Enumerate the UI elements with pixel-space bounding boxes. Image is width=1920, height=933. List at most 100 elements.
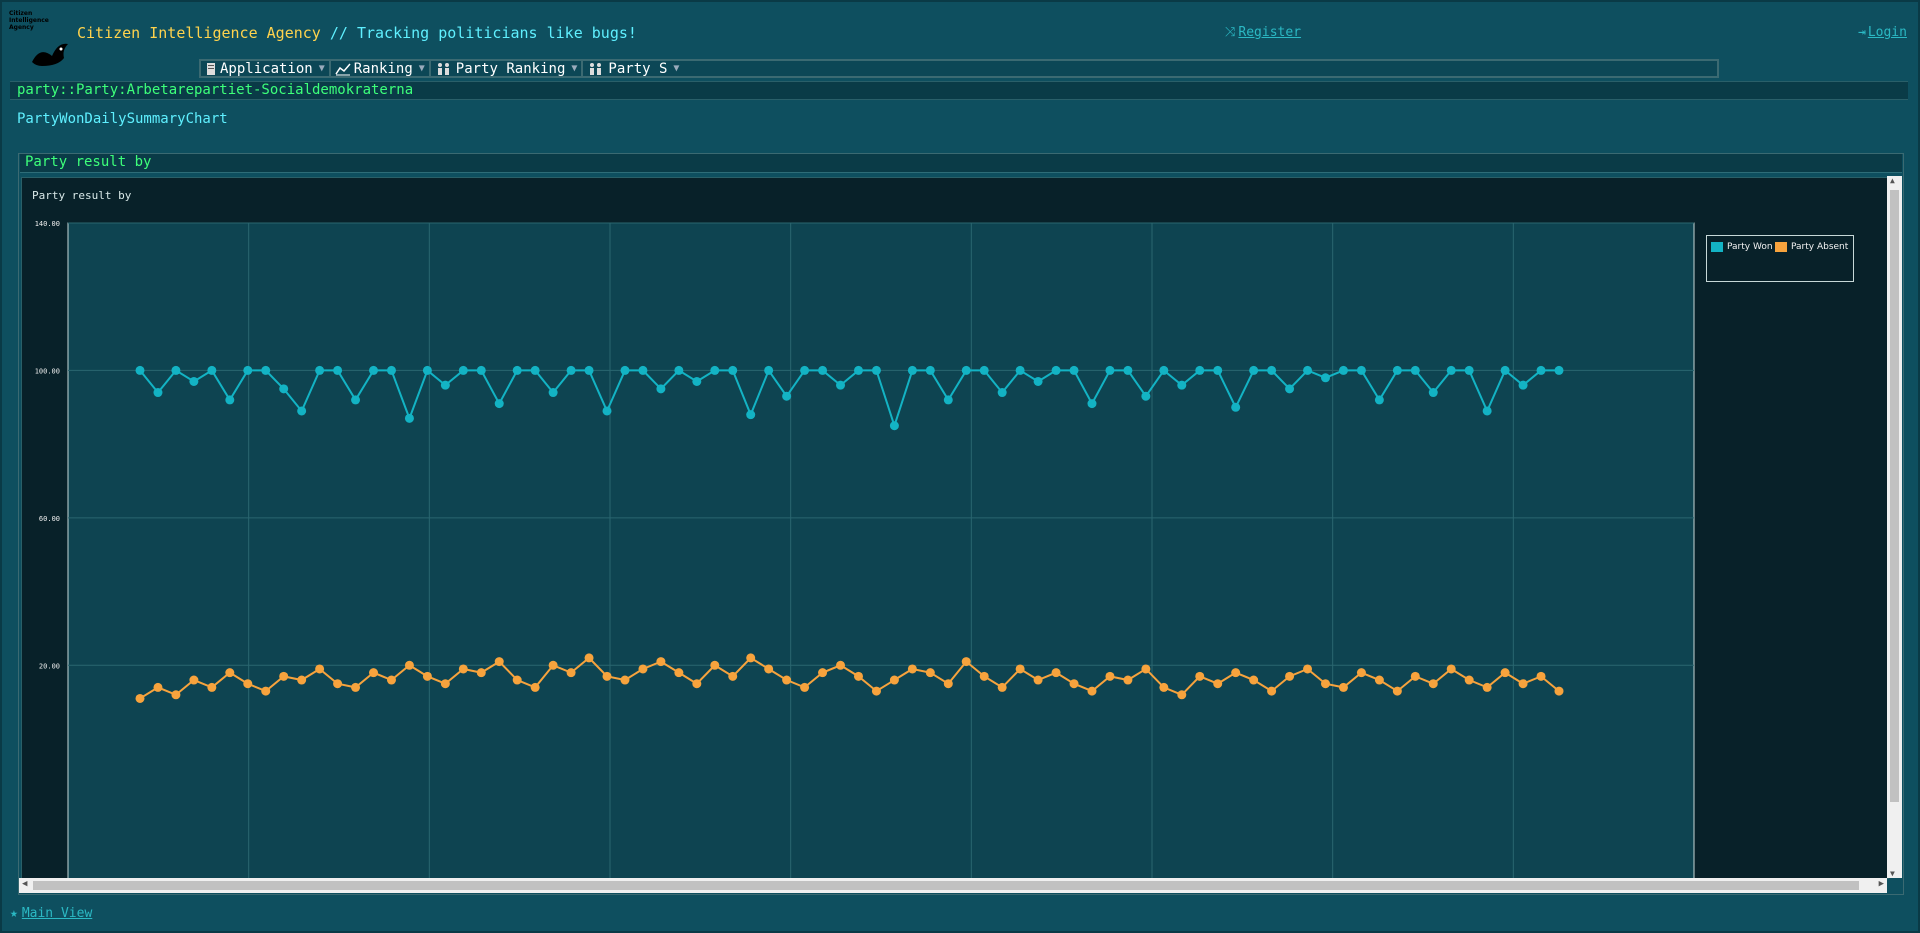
data-point-party-absent [764,664,774,674]
data-point-party-won [1356,365,1366,375]
data-point-party-absent [1177,690,1187,700]
y-tick-label: 140.00 [35,220,60,228]
data-point-party-absent [189,675,199,685]
chevron-down-icon: ▼ [673,63,680,74]
data-point-party-won [728,365,738,375]
data-point-party-absent [1356,668,1366,678]
brand-name: Citizen Intelligence Agency [77,24,321,42]
data-point-party-absent [422,671,432,681]
menu-ranking[interactable]: Ranking ▼ [331,61,431,77]
data-point-party-absent [1536,671,1546,681]
chart-area[interactable]: Party result by 140.00 100.00 60.00 20.00 P… [21,177,1889,879]
data-point-party-won [333,365,343,375]
data-point-party-won [997,388,1007,398]
data-point-party-won [818,365,828,375]
footer-main-view-link[interactable]: ★ Main View [10,906,92,921]
data-point-party-won [1015,365,1025,375]
data-point-party-absent [1338,682,1348,692]
data-point-party-won [1392,365,1402,375]
data-point-party-absent [1033,675,1043,685]
data-point-party-absent [458,664,468,674]
data-point-party-absent [656,657,666,667]
chart-title: Party result by [32,189,132,202]
data-point-party-won [1123,365,1133,375]
data-point-party-won [1231,402,1241,412]
data-point-party-won [764,365,774,375]
data-point-party-absent [1303,664,1313,674]
data-point-party-won [943,395,953,405]
data-point-party-won [440,380,450,390]
data-point-party-absent [1428,679,1438,689]
logo-text: Citizen Intelligence Agency [9,10,49,31]
breadcrumb-bar [10,81,1908,100]
data-point-party-absent [961,657,971,667]
data-point-party-absent [386,675,396,685]
menu-party-s-label: Party S [608,60,668,77]
chart-legend: Party Won Party Absent [1706,235,1854,282]
data-point-party-absent [1015,664,1025,674]
data-point-party-absent [1518,679,1528,689]
data-point-party-absent [566,668,576,678]
y-tick-label: 60.00 [39,515,60,523]
menu-party-s[interactable]: Party S ▼ [583,60,683,77]
register-link[interactable]: ⤨ Register [1225,25,1301,40]
people-icon [590,62,602,75]
data-point-party-won [1518,380,1528,390]
data-point-party-won [746,410,756,420]
data-point-party-absent [620,675,630,685]
data-point-party-absent [1446,664,1456,674]
data-point-party-absent [297,675,307,685]
scroll-right-icon[interactable]: ▶ [1878,879,1884,889]
data-point-party-absent [1482,682,1492,692]
data-point-party-absent [1500,668,1510,678]
y-tick-label: 100.00 [35,367,60,375]
legend-label: Party Won [1727,242,1773,252]
scroll-left-icon[interactable]: ◀ [22,879,28,889]
data-point-party-absent [351,682,361,692]
data-point-party-absent [1464,675,1474,685]
scroll-down-icon[interactable]: ▼ [1890,869,1895,878]
login-link[interactable]: ⇥ Login [1858,25,1907,40]
data-point-party-absent [1051,668,1061,678]
data-point-party-won [1338,365,1348,375]
data-point-party-won [602,406,612,416]
data-point-party-absent [1105,671,1115,681]
data-point-party-won [135,365,145,375]
agency-logo[interactable]: Citizen Intelligence Agency [8,10,70,72]
data-point-party-absent [584,653,594,663]
data-point-party-absent [979,671,989,681]
register-label: Register [1238,25,1302,40]
legend-swatch [1711,242,1723,252]
data-point-party-absent [333,679,343,689]
data-point-party-won [351,395,361,405]
data-point-party-won [1195,365,1205,375]
data-point-party-won [710,365,720,375]
data-point-party-absent [1320,679,1330,689]
data-point-party-absent [494,657,504,667]
data-point-party-absent [836,660,846,670]
bird-icon [32,43,68,66]
data-point-party-absent [1554,686,1564,696]
horizontal-scroll-thumb[interactable] [33,881,1859,890]
vertical-scrollbar[interactable]: ▲ ▼ [1887,176,1902,878]
data-point-party-won [782,391,792,401]
menu-application[interactable]: Application ▼ [201,61,331,77]
data-point-party-won [1249,365,1259,375]
menu-party-ranking[interactable]: Party Ranking ▼ [431,61,584,77]
data-point-party-won [422,365,432,375]
data-point-party-absent [907,664,917,674]
horizontal-scrollbar[interactable]: ◀ ▶ [19,878,1887,893]
data-point-party-absent [1087,686,1097,696]
data-point-party-won [1213,365,1223,375]
data-point-party-won [584,365,594,375]
vertical-scroll-thumb[interactable] [1890,190,1899,802]
y-tick-label: 20.00 [39,662,60,670]
data-point-party-absent [710,660,720,670]
data-point-party-won [548,388,558,398]
data-point-party-absent [800,682,810,692]
scroll-up-icon[interactable]: ▲ [1890,176,1895,185]
data-point-party-won [1051,365,1061,375]
data-point-party-absent [997,682,1007,692]
data-point-party-won [171,365,181,375]
data-point-party-absent [279,671,289,681]
